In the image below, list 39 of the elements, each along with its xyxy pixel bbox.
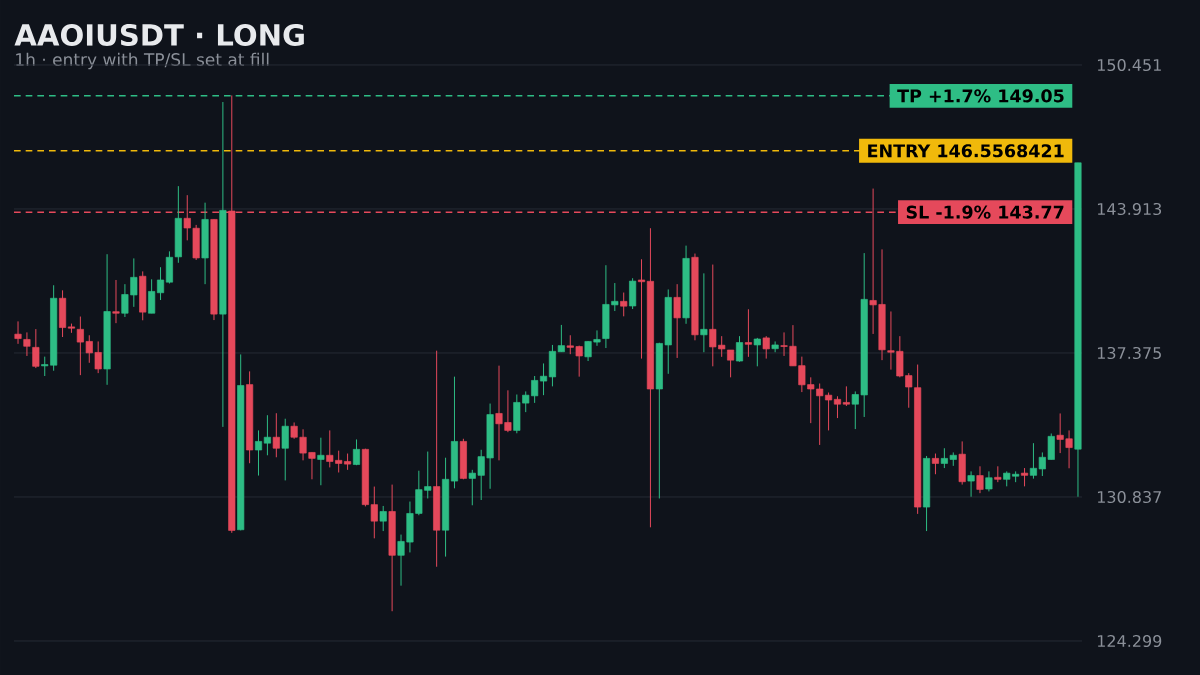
ref-line-label: SL -1.9% 143.77 — [906, 205, 1064, 219]
candlestick — [833, 395, 842, 419]
candlestick — [112, 279, 120, 324]
y-tick-label: 124.299 — [1097, 634, 1162, 648]
candlestick — [272, 412, 280, 458]
candlestick — [433, 350, 441, 568]
candlestick — [237, 353, 245, 531]
candlestick — [281, 418, 289, 481]
candlestick — [23, 331, 31, 357]
candlestick — [985, 470, 993, 492]
candlestick — [637, 258, 646, 360]
y-tick-label: 150.451 — [1097, 58, 1161, 72]
candlestick — [842, 385, 850, 407]
candlestick — [771, 340, 779, 353]
candlestick — [139, 270, 147, 321]
candlestick — [958, 440, 966, 486]
candlestick — [629, 277, 637, 310]
candlestick — [673, 283, 681, 359]
candlestick — [967, 470, 975, 498]
candlestick — [263, 414, 271, 456]
candlestick — [67, 323, 76, 334]
candlestick — [620, 292, 628, 317]
ref-line-label: ENTRY 146.5568421 — [868, 144, 1064, 158]
candlestick — [762, 335, 770, 360]
candlestick — [753, 337, 761, 367]
ref-line-label: TP +1.7% 149.05 — [897, 89, 1064, 103]
chart-title: AAOIUSDT · LONG — [14, 23, 304, 47]
chart-subtitle: 1h · entry with TP/SL set at fill — [16, 52, 269, 70]
candlestick — [254, 429, 263, 477]
candlestick — [540, 362, 548, 396]
y-tick-label: 130.837 — [1097, 490, 1161, 504]
y-tick-label: 137.375 — [1097, 346, 1161, 360]
candlestick — [32, 328, 40, 369]
candlestick — [379, 505, 387, 532]
candlestick — [931, 453, 940, 475]
candlestick — [1020, 467, 1029, 487]
y-tick-label: 143.913 — [1097, 202, 1162, 216]
candlestick — [994, 465, 1002, 483]
candlestick — [744, 308, 752, 358]
